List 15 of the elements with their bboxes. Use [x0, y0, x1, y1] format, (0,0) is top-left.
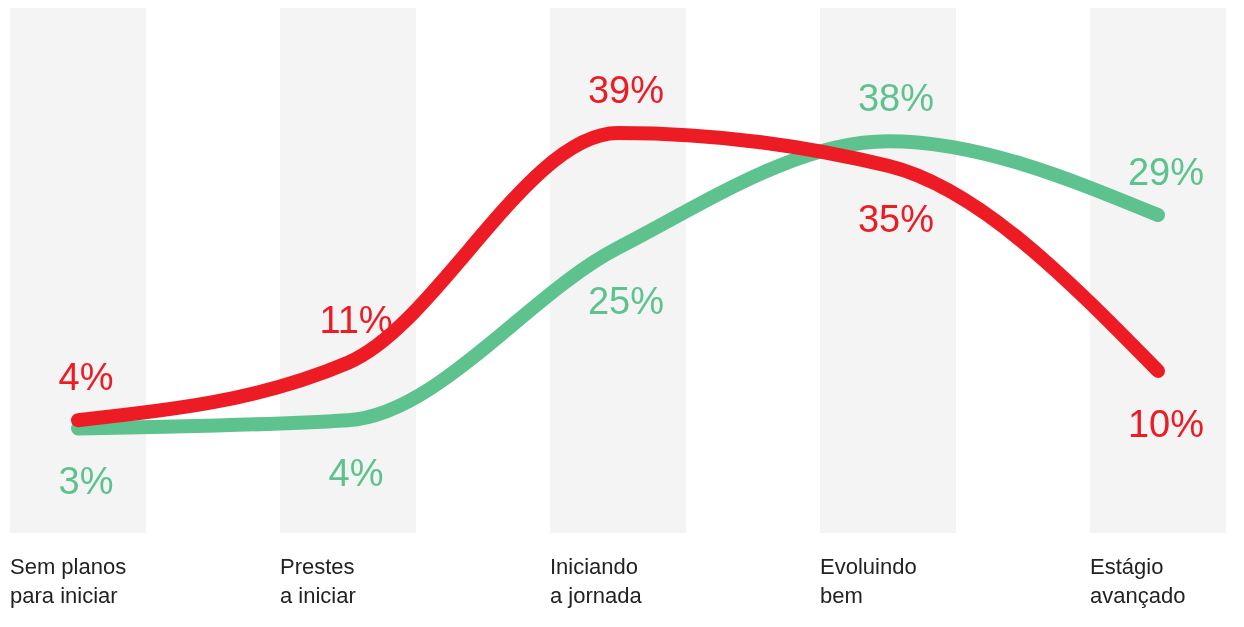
x-tick-label: Sem planos para iniciar: [10, 554, 127, 608]
data-label: 38%: [857, 77, 935, 120]
data-label: 4%: [58, 356, 114, 399]
data-label: 3%: [58, 460, 114, 503]
data-label: 35%: [857, 197, 935, 240]
data-label: 39%: [587, 69, 665, 111]
data-label: 11%: [319, 298, 393, 341]
x-tick-label: Evoluindo bem: [820, 554, 917, 608]
x-tick-label: Prestes a iniciar: [280, 554, 356, 608]
data-label: 25%: [587, 279, 665, 322]
data-label: 10%: [1127, 402, 1205, 445]
x-tick-label: Iniciando a jornada: [550, 554, 643, 608]
data-label: 29%: [1127, 151, 1205, 194]
x-tick-label: Estágio avançado: [1090, 554, 1186, 608]
data-label: 4%: [328, 452, 384, 495]
